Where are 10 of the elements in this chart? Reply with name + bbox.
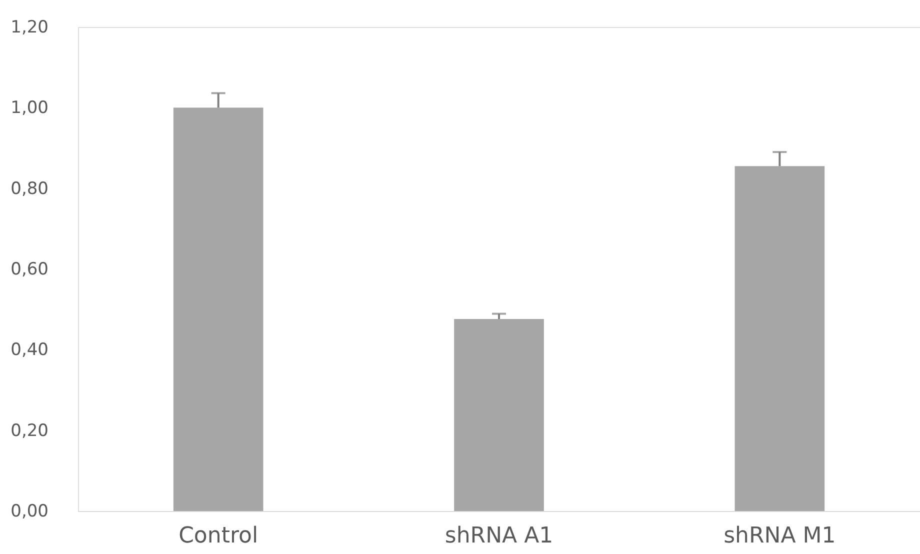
y-tick-label: 0,20 — [10, 420, 48, 441]
x-tick-label: shRNA A1 — [444, 524, 554, 548]
x-tick-label: shRNA M1 — [724, 524, 836, 548]
x-tick-label: Control — [178, 524, 258, 548]
y-tick-label: 0,60 — [10, 260, 48, 280]
y-tick-label: 0,80 — [10, 178, 48, 199]
y-tick-label: 0,40 — [10, 340, 48, 360]
y-tick-label: 0,00 — [10, 502, 48, 522]
y-tick-label: 1,00 — [10, 98, 48, 118]
y-tick-label: 1,20 — [10, 18, 48, 38]
